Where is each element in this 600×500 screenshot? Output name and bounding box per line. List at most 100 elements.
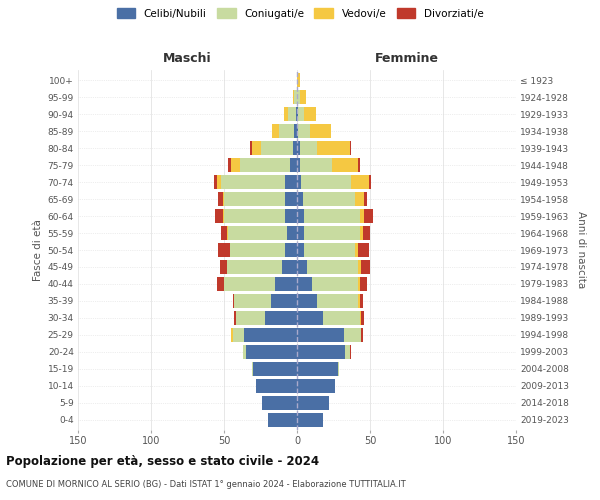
- Bar: [293, 90, 294, 104]
- Bar: [283, 260, 297, 274]
- Bar: [229, 226, 287, 240]
- Bar: [297, 413, 323, 427]
- Bar: [307, 260, 358, 274]
- Bar: [297, 175, 301, 189]
- Bar: [360, 294, 363, 308]
- Bar: [364, 192, 367, 206]
- Bar: [223, 192, 224, 206]
- Bar: [214, 175, 217, 189]
- Bar: [361, 260, 370, 274]
- Bar: [358, 294, 360, 308]
- Bar: [294, 124, 297, 138]
- Bar: [298, 124, 310, 138]
- Bar: [364, 209, 373, 223]
- Bar: [218, 192, 223, 206]
- Bar: [233, 328, 244, 342]
- Bar: [217, 277, 224, 291]
- Bar: [233, 294, 234, 308]
- Bar: [252, 362, 253, 376]
- Bar: [236, 311, 265, 325]
- Bar: [288, 107, 296, 121]
- Bar: [297, 124, 298, 138]
- Bar: [297, 226, 304, 240]
- Bar: [290, 158, 297, 172]
- Bar: [243, 345, 246, 359]
- Bar: [227, 226, 229, 240]
- Bar: [358, 243, 368, 257]
- Bar: [297, 328, 344, 342]
- Bar: [350, 141, 351, 155]
- Bar: [286, 209, 297, 223]
- Bar: [350, 345, 351, 359]
- Text: Maschi: Maschi: [163, 52, 212, 65]
- Bar: [355, 192, 364, 206]
- Bar: [297, 260, 307, 274]
- Bar: [220, 260, 227, 274]
- Bar: [317, 141, 350, 155]
- Bar: [286, 192, 297, 206]
- Bar: [293, 141, 297, 155]
- Bar: [232, 328, 233, 342]
- Bar: [323, 311, 360, 325]
- Bar: [296, 107, 297, 121]
- Bar: [224, 192, 286, 206]
- Bar: [286, 175, 297, 189]
- Bar: [297, 158, 300, 172]
- Bar: [275, 277, 297, 291]
- Text: Popolazione per età, sesso e stato civile - 2024: Popolazione per età, sesso e stato civil…: [6, 455, 319, 468]
- Bar: [358, 260, 361, 274]
- Bar: [297, 73, 300, 87]
- Y-axis label: Fasce di età: Fasce di età: [34, 219, 43, 281]
- Bar: [244, 328, 297, 342]
- Bar: [297, 396, 329, 410]
- Bar: [234, 311, 236, 325]
- Bar: [297, 192, 303, 206]
- Bar: [368, 175, 371, 189]
- Bar: [310, 124, 331, 138]
- Bar: [221, 175, 286, 189]
- Bar: [252, 141, 260, 155]
- Bar: [298, 107, 304, 121]
- Bar: [300, 90, 306, 104]
- Legend: Celibi/Nubili, Coniugati/e, Vedovi/e, Divorziati/e: Celibi/Nubili, Coniugati/e, Vedovi/e, Di…: [113, 5, 487, 21]
- Bar: [287, 226, 297, 240]
- Bar: [332, 158, 358, 172]
- Bar: [262, 396, 297, 410]
- Bar: [304, 226, 360, 240]
- Bar: [271, 294, 297, 308]
- Bar: [232, 158, 240, 172]
- Bar: [297, 345, 345, 359]
- Bar: [260, 141, 293, 155]
- Bar: [286, 243, 297, 257]
- Bar: [344, 328, 361, 342]
- Bar: [223, 209, 224, 223]
- Text: Femmine: Femmine: [374, 52, 439, 65]
- Bar: [229, 158, 232, 172]
- Bar: [272, 124, 280, 138]
- Bar: [351, 175, 368, 189]
- Bar: [360, 277, 367, 291]
- Bar: [317, 294, 358, 308]
- Bar: [297, 209, 304, 223]
- Bar: [304, 209, 360, 223]
- Bar: [253, 362, 297, 376]
- Bar: [294, 90, 297, 104]
- Y-axis label: Anni di nascita: Anni di nascita: [576, 212, 586, 288]
- Bar: [240, 158, 290, 172]
- Bar: [230, 243, 286, 257]
- Bar: [218, 243, 230, 257]
- Bar: [301, 175, 351, 189]
- Bar: [304, 107, 316, 121]
- Bar: [355, 243, 358, 257]
- Bar: [358, 277, 360, 291]
- Bar: [297, 107, 298, 121]
- Bar: [297, 379, 335, 393]
- Bar: [215, 209, 223, 223]
- Bar: [280, 124, 294, 138]
- Bar: [360, 311, 361, 325]
- Bar: [256, 379, 297, 393]
- Bar: [246, 345, 297, 359]
- Bar: [250, 141, 252, 155]
- Bar: [338, 362, 340, 376]
- Bar: [268, 413, 297, 427]
